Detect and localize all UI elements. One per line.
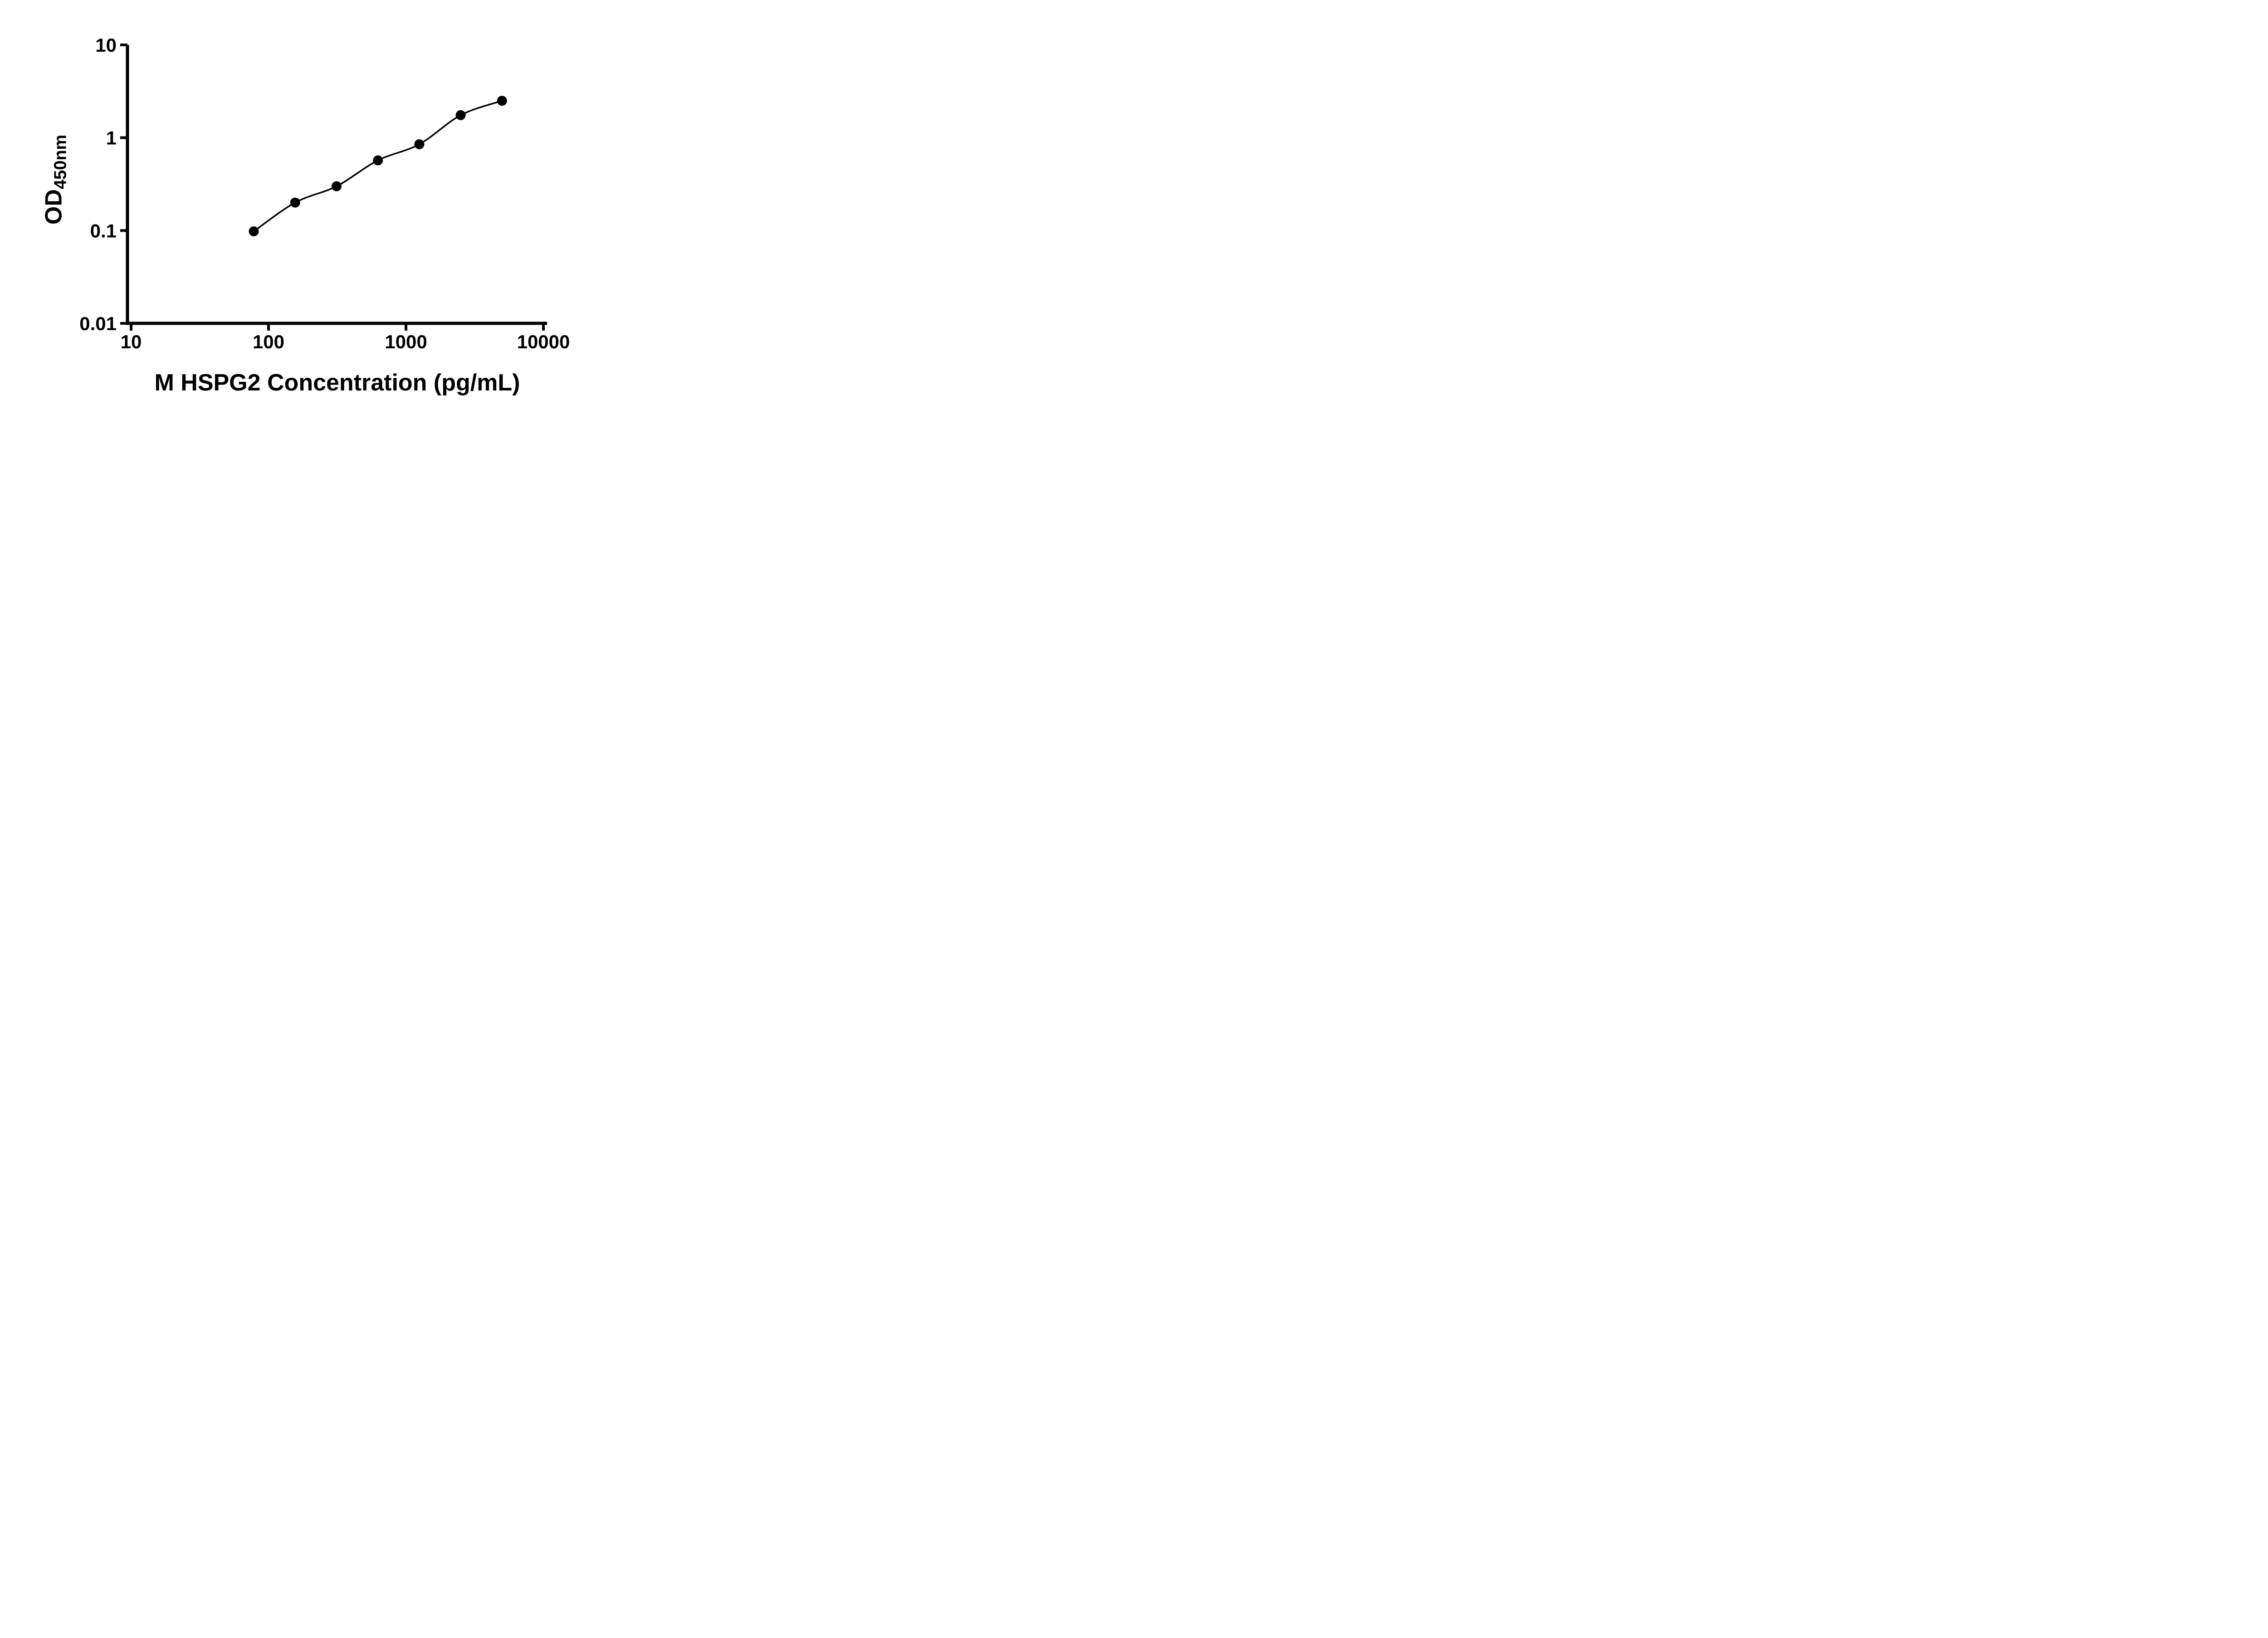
- y-tick-label: 1: [106, 127, 117, 149]
- x-tick-label: 1000: [385, 331, 427, 352]
- data-point: [414, 139, 425, 150]
- data-point: [290, 197, 300, 208]
- x-tick-label: 100: [253, 331, 284, 352]
- y-axis-title: OD450nm: [41, 135, 71, 224]
- data-point: [331, 181, 342, 191]
- fit-curve: [253, 100, 503, 232]
- y-axis-title-subscript: 450nm: [51, 134, 70, 190]
- x-tick-label: 10: [121, 331, 142, 352]
- elisa-standard-curve-figure: 10 100 1000 10000 0.01 0.1 1 10 OD450nm M HSPG2…: [18, 7, 600, 417]
- data-point: [249, 226, 259, 237]
- chart-canvas: 10 100 1000 10000 0.01 0.1 1 10: [79, 34, 570, 352]
- data-point: [373, 155, 383, 166]
- data-point: [497, 96, 507, 106]
- y-tick-label: 10: [95, 34, 117, 56]
- y-tick-label: 0.01: [79, 313, 117, 334]
- y-axis-title-main: OD: [40, 189, 67, 225]
- x-axis-title: M HSPG2 Concentration (pg/mL): [154, 370, 520, 396]
- y-tick-label: 0.1: [90, 220, 117, 241]
- data-point: [455, 110, 466, 120]
- x-tick-label: 10000: [517, 331, 570, 352]
